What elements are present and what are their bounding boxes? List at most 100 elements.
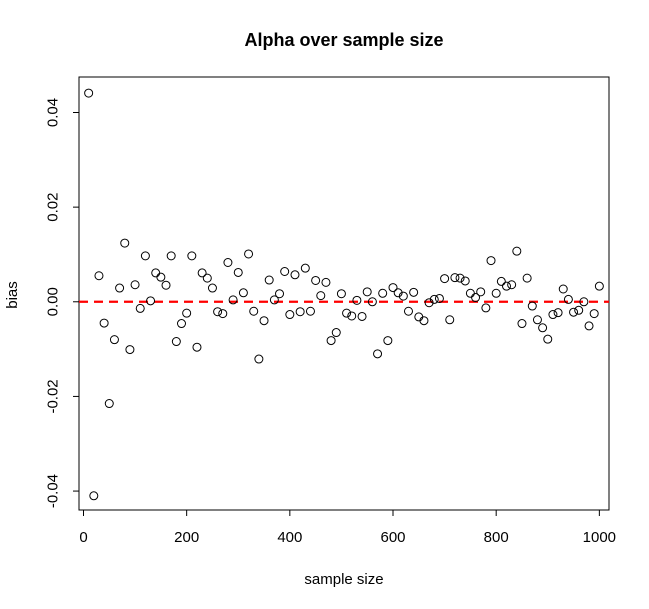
data-point <box>496 276 506 286</box>
data-point <box>378 288 388 298</box>
data-point <box>569 307 579 317</box>
plot-frame <box>78 76 610 511</box>
data-point <box>109 335 119 345</box>
data-point <box>367 297 377 307</box>
data-point <box>187 251 197 261</box>
data-point <box>527 301 537 311</box>
data-point <box>259 316 269 326</box>
data-point <box>120 238 130 248</box>
data-point <box>403 306 413 316</box>
data-point <box>254 354 264 364</box>
data-point <box>481 303 491 313</box>
data-point <box>228 295 238 305</box>
data-point <box>140 251 150 261</box>
y-tick-label: 0.02 <box>45 193 62 222</box>
data-point <box>290 270 300 280</box>
data-point <box>460 276 470 286</box>
data-point <box>373 349 383 359</box>
data-point <box>104 399 114 409</box>
data-point <box>202 273 212 283</box>
data-point <box>594 281 604 291</box>
data-point <box>156 272 166 282</box>
data-point <box>393 288 403 298</box>
data-point <box>589 309 599 319</box>
data-point <box>135 303 145 313</box>
x-tick-label: 200 <box>174 529 199 546</box>
data-point <box>465 288 475 298</box>
x-tick-label: 1000 <box>583 529 616 546</box>
data-point <box>326 336 336 346</box>
data-point <box>574 305 584 315</box>
data-point <box>532 315 542 325</box>
data-point <box>429 294 439 304</box>
data-point <box>579 297 589 307</box>
data-point <box>347 311 357 321</box>
data-point <box>455 273 465 283</box>
data-point <box>352 295 362 305</box>
data-point <box>305 306 315 316</box>
data-point <box>218 309 228 319</box>
data-point <box>207 283 217 293</box>
data-point <box>197 268 207 278</box>
data-point <box>311 275 321 285</box>
data-point <box>166 251 176 261</box>
data-point <box>471 293 481 303</box>
data-point <box>233 267 243 277</box>
data-point <box>357 311 367 321</box>
data-point <box>543 334 553 344</box>
data-point <box>84 88 94 98</box>
data-point <box>491 288 501 298</box>
data-point <box>223 258 233 268</box>
data-point <box>171 337 181 347</box>
data-point <box>538 323 548 333</box>
data-point <box>321 277 331 287</box>
data-point <box>398 291 408 301</box>
data-point <box>182 308 192 318</box>
data-point <box>285 310 295 320</box>
data-point <box>517 319 527 329</box>
y-axis-label: bias <box>4 281 21 309</box>
data-point <box>424 298 434 308</box>
data-point <box>269 295 279 305</box>
data-point <box>507 280 517 290</box>
x-tick-label: 0 <box>79 529 87 546</box>
data-point <box>238 288 248 298</box>
data-point <box>362 287 372 297</box>
data-point <box>213 307 223 317</box>
data-point <box>563 294 573 304</box>
y-tick-label: 0.04 <box>45 98 62 127</box>
x-axis-label: sample size <box>304 571 383 588</box>
data-point <box>584 321 594 331</box>
data-point <box>94 271 104 281</box>
data-point <box>115 283 125 293</box>
data-point <box>146 296 156 306</box>
data-point <box>440 274 450 284</box>
data-point <box>388 283 398 293</box>
data-point <box>553 308 563 318</box>
data-point <box>445 315 455 325</box>
y-tick-label: -0.02 <box>45 379 62 413</box>
data-point <box>316 291 326 301</box>
data-point <box>450 273 460 283</box>
data-point <box>522 273 532 283</box>
data-point <box>130 280 140 290</box>
data-point <box>192 342 202 352</box>
y-tick-label: -0.04 <box>45 474 62 508</box>
data-point <box>342 308 352 318</box>
data-point <box>419 316 429 326</box>
data-point <box>476 287 486 297</box>
data-point <box>249 306 259 316</box>
data-point <box>244 249 254 259</box>
data-point <box>558 284 568 294</box>
x-tick-label: 400 <box>277 529 302 546</box>
data-point <box>280 266 290 276</box>
data-point <box>89 491 99 501</box>
chart-title: Alpha over sample size <box>244 30 443 50</box>
data-point <box>300 263 310 273</box>
x-tick-label: 800 <box>484 529 509 546</box>
data-point <box>501 281 511 291</box>
data-point <box>177 319 187 329</box>
data-point <box>434 293 444 303</box>
data-point <box>512 246 522 256</box>
